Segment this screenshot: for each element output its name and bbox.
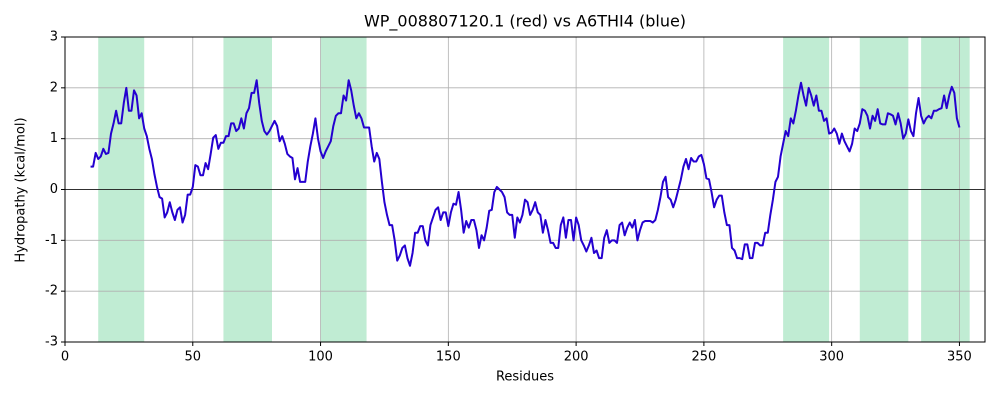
y-tick-label: -1 — [45, 233, 58, 248]
y-axis-label: Hydropathy (kcal/mol) — [14, 117, 29, 262]
y-tick-label: 3 — [50, 30, 58, 45]
x-tick-label: 250 — [691, 350, 716, 365]
x-tick-label: 300 — [819, 350, 844, 365]
x-tick-label: 50 — [185, 350, 202, 365]
y-tick-label: 0 — [50, 182, 58, 197]
y-tick-label: -2 — [45, 284, 58, 299]
x-tick-label: 150 — [436, 350, 461, 365]
x-axis-label: Residues — [496, 370, 554, 385]
x-tick-label: 0 — [61, 350, 69, 365]
y-tick-label: 2 — [50, 80, 58, 95]
y-tick-label: 1 — [50, 131, 58, 146]
series-line — [90, 79, 961, 267]
x-tick-label: 100 — [308, 350, 333, 365]
x-tick-label: 350 — [947, 350, 972, 365]
chart-title: WP_008807120.1 (red) vs A6THI4 (blue) — [364, 12, 686, 32]
x-tick-label: 200 — [564, 350, 589, 365]
plot-frame — [64, 36, 986, 343]
y-tick-label: -3 — [45, 335, 58, 350]
